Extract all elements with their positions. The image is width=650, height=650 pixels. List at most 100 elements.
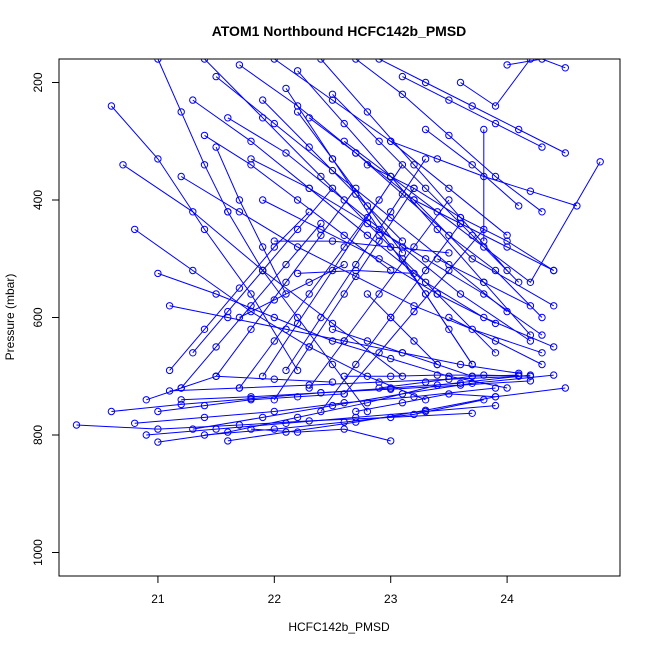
data-point — [398, 399, 407, 407]
data-point — [491, 102, 500, 110]
data-point — [317, 231, 325, 240]
x-axis-label: HCFC142b_PMSD — [288, 620, 390, 634]
series-20 — [224, 114, 535, 345]
data-point — [375, 290, 383, 298]
y-tick-label: 1000 — [31, 539, 45, 566]
data-point — [433, 360, 441, 369]
data-point — [247, 137, 255, 146]
data-point — [491, 401, 500, 410]
data-point — [375, 137, 383, 146]
data-point — [328, 360, 337, 369]
data-point — [282, 290, 290, 298]
series-line — [460, 59, 531, 107]
data-point — [480, 278, 488, 286]
series-line — [507, 59, 566, 69]
data-point — [224, 437, 232, 445]
series-layer — [72, 59, 604, 446]
data-point — [340, 290, 348, 298]
data-point — [247, 396, 255, 404]
data-point — [398, 190, 407, 198]
data-point — [340, 418, 348, 426]
data-point — [398, 349, 407, 357]
data-point — [398, 255, 407, 263]
series-line — [308, 199, 450, 389]
series-38 — [421, 125, 523, 210]
data-point — [200, 401, 209, 410]
series-line — [250, 428, 391, 442]
data-point — [352, 407, 360, 416]
data-point — [282, 84, 290, 93]
data-point — [410, 307, 418, 316]
series-line — [448, 317, 543, 365]
data-point — [410, 302, 418, 310]
data-point — [491, 393, 500, 401]
data-point — [293, 102, 302, 110]
data-point — [270, 119, 278, 128]
data-point — [131, 419, 139, 427]
data-point — [526, 377, 535, 385]
data-point — [526, 59, 535, 63]
data-point — [491, 319, 500, 328]
data-point — [305, 384, 313, 392]
series-line — [402, 76, 543, 148]
data-point — [340, 390, 348, 398]
data-point — [526, 278, 535, 286]
data-point — [398, 237, 407, 245]
data-point — [142, 431, 151, 439]
data-point — [352, 59, 360, 63]
x-tick-label: 23 — [384, 592, 398, 606]
series-line — [425, 129, 520, 207]
series-72 — [328, 325, 476, 380]
chart-title: ATOM1 Northbound HCFC142b_PMSD — [212, 23, 467, 39]
data-point — [305, 278, 313, 286]
data-point — [387, 313, 395, 322]
y-tick-label: 400 — [31, 190, 45, 210]
data-point — [340, 137, 348, 146]
data-point — [247, 302, 255, 310]
data-point — [538, 360, 546, 369]
data-point — [445, 96, 453, 104]
series-33 — [363, 161, 558, 275]
series-14 — [154, 269, 511, 392]
data-point — [421, 125, 430, 134]
series-65 — [352, 390, 500, 416]
data-point — [363, 290, 372, 298]
y-tick-label: 200 — [31, 72, 45, 92]
series-63 — [247, 425, 395, 445]
data-point — [352, 360, 360, 369]
data-point — [328, 96, 337, 104]
data-point — [468, 325, 476, 333]
data-point — [445, 249, 453, 257]
data-point — [328, 166, 337, 175]
data-point — [328, 266, 337, 275]
data-point — [538, 331, 546, 339]
series-line — [204, 59, 496, 354]
data-point — [480, 225, 488, 234]
data-point — [375, 237, 383, 245]
data-point — [456, 78, 465, 87]
data-point — [561, 384, 569, 392]
data-point — [561, 64, 569, 72]
data-point — [235, 384, 244, 392]
data-point — [445, 184, 453, 193]
data-point — [293, 269, 302, 278]
series-70 — [398, 255, 476, 369]
series-line — [332, 328, 473, 377]
data-point — [317, 59, 325, 63]
data-point — [293, 225, 302, 234]
data-point — [293, 319, 302, 328]
data-point — [328, 155, 337, 163]
data-point — [270, 313, 278, 322]
series-line — [367, 293, 438, 365]
data-point — [410, 161, 418, 169]
data-point — [200, 161, 209, 169]
series-line — [297, 269, 415, 274]
data-point — [352, 266, 360, 275]
data-point — [270, 59, 278, 63]
data-point — [165, 366, 174, 375]
series-line — [204, 134, 392, 271]
y-axis-label: Pressure (mbar) — [3, 274, 17, 361]
series-line — [181, 380, 531, 401]
data-point — [363, 407, 372, 416]
data-point — [282, 260, 290, 269]
